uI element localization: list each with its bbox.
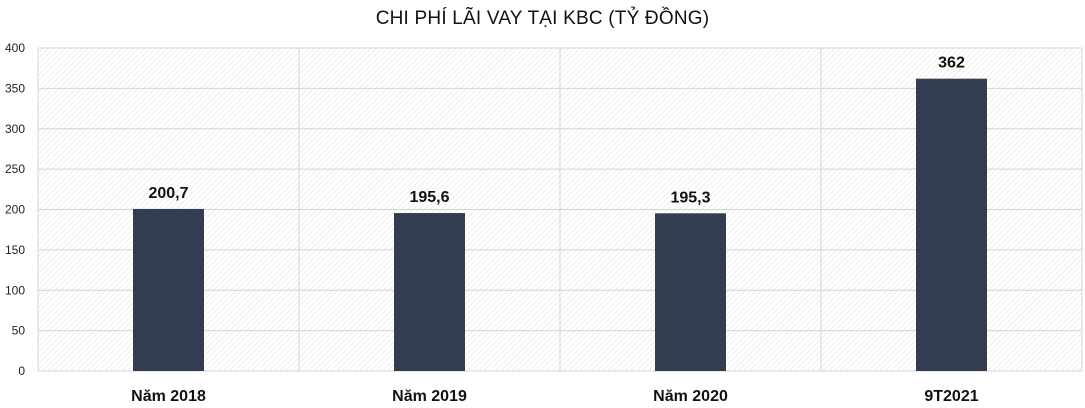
y-tick-label: 0	[18, 364, 25, 378]
x-category-label: 9T2021	[924, 388, 978, 405]
chart-title: CHI PHÍ LÃI VAY TẠI KBC (TỶ ĐỒNG)	[375, 8, 710, 29]
data-label: 195,6	[409, 189, 449, 206]
y-tick-label: 400	[5, 41, 25, 55]
y-tick-label: 200	[5, 203, 25, 217]
bar	[133, 208, 204, 371]
y-tick-label: 50	[12, 324, 26, 338]
data-label: 195,3	[670, 189, 710, 206]
data-label: 200,7	[148, 185, 188, 202]
bars	[133, 78, 987, 371]
x-category-label: Năm 2018	[131, 388, 206, 405]
x-category-label: Năm 2020	[653, 388, 728, 405]
x-category-label: Năm 2019	[392, 388, 467, 405]
bar	[394, 213, 465, 371]
bar	[655, 213, 726, 371]
gridlines	[37, 47, 1083, 372]
y-tick-label: 250	[5, 162, 25, 176]
x-axis-categories: Năm 2018 Năm 2019 Năm 2020 9T2021	[131, 388, 979, 405]
y-axis-ticks: 0 50 100 150 200 250 300 350 400	[5, 41, 25, 378]
y-tick-label: 150	[5, 243, 25, 257]
data-labels: 200,7 195,6 195,3 362	[148, 55, 964, 207]
y-tick-label: 300	[5, 122, 25, 136]
data-label: 362	[938, 55, 965, 72]
y-tick-label: 100	[5, 283, 25, 297]
bar	[916, 78, 987, 371]
y-tick-label: 350	[5, 81, 25, 95]
